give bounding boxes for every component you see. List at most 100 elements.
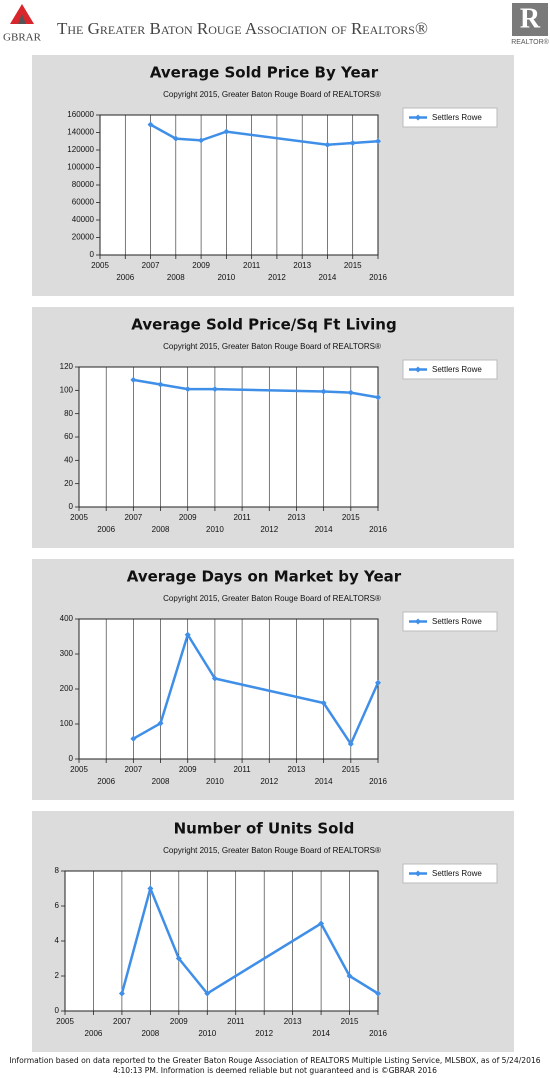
y-tick-label: 20: [64, 479, 73, 488]
chart: Average Sold Price By Year Copyright 2015…: [32, 55, 514, 296]
badge-letter: R: [520, 3, 541, 34]
legend-box: [402, 359, 498, 380]
point-marker: [375, 990, 381, 997]
point-marker: [349, 140, 356, 146]
x-tick-label: 2014: [315, 525, 333, 534]
x-tick-label: 2009: [192, 261, 210, 270]
point-marker: [184, 386, 191, 393]
chart: Number of Units Sold Copyright 2015, Grea…: [32, 811, 514, 1052]
y-tick-label: 0: [69, 754, 74, 763]
x-tick-label: 2012: [255, 1029, 273, 1038]
x-tick-label: 2012: [260, 525, 278, 534]
x-tick-label: 2007: [113, 1017, 131, 1026]
x-tick-label: 2012: [268, 273, 286, 282]
legend-label: Settlers Rowe: [432, 113, 482, 122]
x-tick-label: 2015: [342, 765, 360, 774]
point-marker: [347, 389, 354, 396]
legend-label: Settlers Rowe: [432, 869, 482, 878]
y-tick-label: 4: [55, 936, 60, 945]
y-tick-label: 60: [64, 432, 73, 441]
x-tick-label: 2007: [142, 261, 160, 270]
y-tick-label: 80: [64, 409, 73, 418]
legend-box: [402, 611, 498, 632]
x-tick-label: 2011: [227, 1017, 245, 1026]
legend-marker: [415, 366, 421, 373]
badge-text: REALTOR®: [511, 38, 549, 46]
y-tick-label: 20000: [72, 233, 95, 242]
x-tick-label: 2006: [97, 525, 115, 534]
x-tick-label: 2005: [70, 765, 88, 774]
y-tick-label: 0: [55, 1006, 60, 1015]
y-tick-label: 300: [60, 649, 74, 658]
x-tick-label: 2015: [344, 261, 362, 270]
point-marker: [157, 720, 164, 727]
chart-title: Number of Units Sold: [174, 820, 355, 838]
x-tick-label: 2006: [116, 273, 134, 282]
x-tick-label: 2008: [152, 777, 170, 786]
y-tick-label: 2: [55, 971, 60, 980]
y-tick-label: 60000: [72, 198, 95, 207]
point-marker: [211, 675, 218, 682]
x-tick-label: 2007: [124, 765, 142, 774]
x-tick-label: 2008: [167, 273, 185, 282]
point-marker: [172, 135, 179, 142]
x-tick-label: 2009: [179, 513, 197, 522]
point-marker: [175, 955, 182, 962]
y-tick-label: 40: [64, 455, 73, 464]
x-tick-label: 2013: [288, 513, 306, 522]
chart-title: Average Sold Price/Sq Ft Living: [131, 316, 396, 334]
legend-marker: [415, 114, 421, 121]
point-marker: [147, 121, 154, 128]
point-marker: [320, 388, 327, 395]
y-tick-label: 100: [60, 385, 74, 394]
badge: [512, 3, 548, 36]
chart: Average Sold Price/Sq Ft Living Copyright…: [32, 307, 514, 548]
x-tick-label: 2016: [369, 777, 387, 786]
plot-frame: [78, 366, 379, 508]
x-tick-label: 2013: [284, 1017, 302, 1026]
y-tick-label: 8: [55, 866, 60, 875]
point-marker: [211, 386, 218, 393]
y-tick-label: 0: [69, 502, 74, 511]
y-tick-label: 6: [55, 901, 60, 910]
x-tick-label: 2011: [233, 765, 251, 774]
x-tick-label: 2006: [85, 1029, 103, 1038]
point-marker: [204, 990, 211, 997]
x-tick-label: 2010: [217, 273, 235, 282]
legend-label: Settlers Rowe: [432, 365, 482, 374]
x-tick-label: 2014: [315, 777, 333, 786]
x-tick-label: 2006: [97, 777, 115, 786]
x-tick-label: 2005: [56, 1017, 74, 1026]
footer: Information based on data reported to th…: [9, 1056, 541, 1075]
legend-marker: [415, 618, 421, 625]
y-tick-label: 100000: [67, 163, 94, 172]
plot-area: [79, 367, 378, 507]
chart-title: Average Sold Price By Year: [150, 64, 379, 82]
x-tick-label: 2016: [369, 525, 387, 534]
y-tick-label: 100: [60, 719, 74, 728]
plot-frame: [99, 114, 379, 256]
x-tick-label: 2011: [233, 513, 251, 522]
plot-frame: [64, 870, 379, 1012]
x-tick-label: 2016: [369, 1029, 387, 1038]
x-tick-label: 2014: [319, 273, 337, 282]
point-marker: [118, 990, 125, 997]
plot-frame: [78, 618, 379, 760]
x-tick-label: 2013: [288, 765, 306, 774]
point-marker: [147, 885, 154, 892]
header-title: The Greater Baton Rouge Association of R…: [57, 19, 428, 38]
y-tick-label: 160000: [67, 110, 94, 119]
y-tick-label: 0: [90, 250, 95, 259]
x-tick-label: 2010: [198, 1029, 216, 1038]
legend-label: Settlers Rowe: [432, 617, 482, 626]
point-marker: [324, 141, 331, 148]
point-marker: [130, 735, 137, 742]
point-marker: [320, 700, 327, 706]
x-tick-label: 2013: [293, 261, 311, 270]
chart: Average Days on Market by Year Copyright …: [32, 559, 514, 800]
point-marker: [346, 973, 353, 979]
logo-text: GBRAR: [3, 32, 42, 44]
x-tick-label: 2012: [260, 777, 278, 786]
y-tick-label: 40000: [72, 215, 95, 224]
x-tick-label: 2015: [341, 1017, 359, 1026]
